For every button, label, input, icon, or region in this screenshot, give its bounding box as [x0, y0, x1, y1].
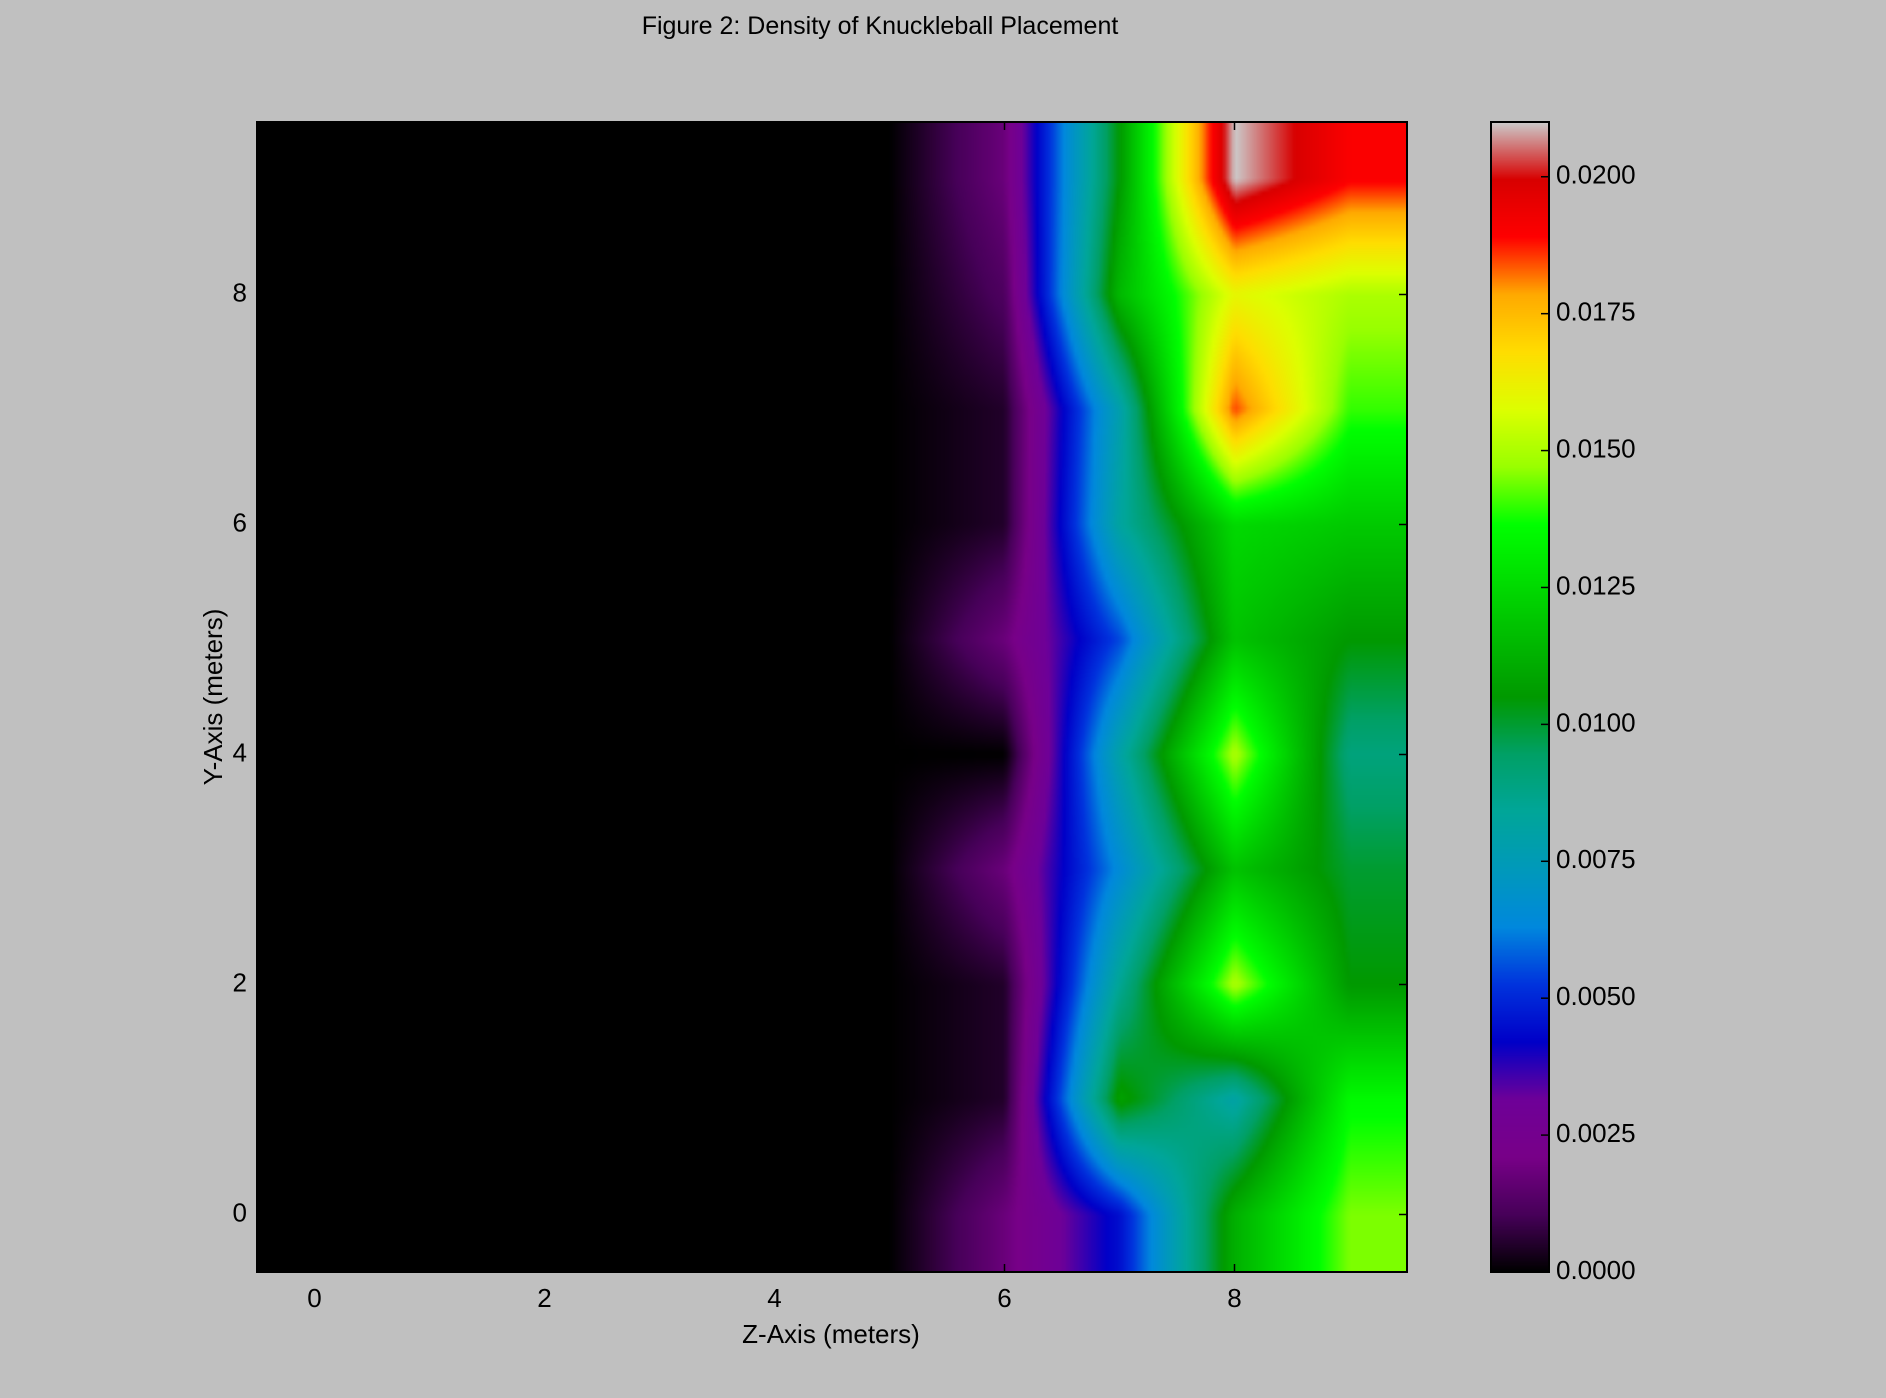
- y-tick-label: 0: [233, 1197, 247, 1227]
- plot-frame: [256, 121, 1408, 1273]
- y-axis-label: Y-Axis (meters): [198, 609, 228, 786]
- colorbar-tick-label: 0.0025: [1556, 1118, 1636, 1148]
- colorbar-tick-label: 0.0000: [1556, 1255, 1636, 1285]
- chart-title: Figure 2: Density of Knuckleball Placeme…: [642, 12, 1119, 40]
- heatmap-plot-area: [256, 121, 1408, 1273]
- x-tick-label: 4: [767, 1283, 781, 1313]
- colorbar-ticks: 0.0000 0.0025 0.0050 0.0075 0.0100 0.0125 0.01…: [1541, 160, 1636, 1285]
- x-tick-label: 2: [537, 1283, 551, 1313]
- heatmap-image: [257, 122, 1407, 1272]
- colorbar-tick-label: 0.0100: [1556, 707, 1636, 737]
- y-tick-label: 4: [233, 737, 247, 767]
- y-tick-label: 2: [233, 967, 247, 997]
- colorbar-frame: [1490, 121, 1550, 1273]
- x-tick-label: 0: [307, 1283, 321, 1313]
- colorbar-tick-label: 0.0050: [1556, 981, 1636, 1011]
- x-axis-label: Z-Axis (meters): [742, 1319, 920, 1349]
- y-tick-label: 6: [233, 507, 247, 537]
- colorbar: 0.0000 0.0025 0.0050 0.0075 0.0100 0.0125 0.01…: [1490, 121, 1636, 1285]
- x-tick-label: 8: [1227, 1283, 1241, 1313]
- colorbar-tick-label: 0.0150: [1556, 433, 1636, 463]
- x-tick-label: 6: [997, 1283, 1011, 1313]
- colorbar-tick-label: 0.0125: [1556, 570, 1636, 600]
- y-tick-label: 8: [233, 277, 247, 307]
- x-axis-ticks: 0 2 4 6 8: [307, 122, 1242, 1313]
- colorbar-tick-label: 0.0175: [1556, 297, 1636, 327]
- colorbar-tick-label: 0.0075: [1556, 844, 1636, 874]
- colorbar-gradient: [1491, 122, 1549, 1272]
- y-axis-ticks: 0 2 4 6 8: [233, 277, 1407, 1227]
- colorbar-tick-label: 0.0200: [1556, 160, 1636, 190]
